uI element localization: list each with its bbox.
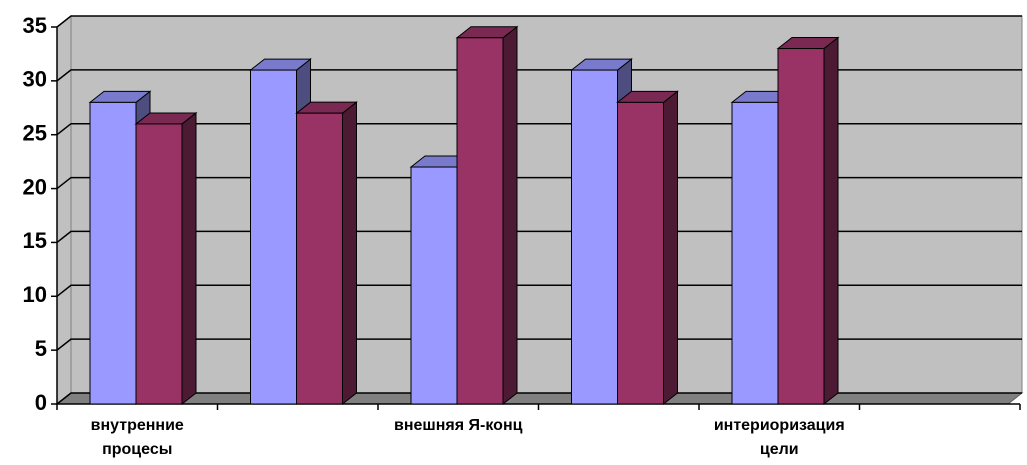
y-tick-label: 5 [35,336,47,361]
x-tick-label: интериоризация цели [713,417,845,458]
y-tick-label: 15 [23,228,47,253]
bar-front [296,112,343,405]
bar-side [663,90,678,406]
grid-line [56,230,1022,244]
bar-front [250,69,297,405]
bar-front [89,101,137,405]
bar [455,25,519,406]
bar [295,101,358,406]
y-tick-label: 35 [23,13,47,38]
floor [55,392,1024,405]
y-tick-label: 20 [23,174,47,199]
x-tick-label: внешняя Я-конц [394,417,523,434]
bar [776,36,840,406]
bar-front [617,101,664,405]
bar-side [181,111,197,406]
grid-line [56,122,1022,136]
grid-line [56,338,1022,351]
y-tick-label: 0 [35,390,47,415]
bar-front [571,69,618,405]
grid-line [56,176,1022,190]
bar-front [410,166,458,405]
bar-side [823,36,839,406]
grid-line [56,69,1022,82]
y-tick-label: 30 [23,67,47,92]
bar-side [502,25,518,406]
back-wall [70,15,1023,394]
bar-side [342,101,357,406]
y-tick-label: 10 [23,282,47,307]
bar-front [731,101,779,405]
bar [616,90,679,406]
grid-line [56,15,1022,28]
grid-line [56,284,1022,297]
bar [134,111,198,406]
x-tick-label: внутренние процесы [90,417,184,458]
bar-front [135,123,183,405]
y-tick-label: 25 [23,121,47,146]
side-wall [56,14,72,406]
bar-front [777,48,825,405]
grid-line [56,392,1022,405]
bar-front [456,37,504,405]
